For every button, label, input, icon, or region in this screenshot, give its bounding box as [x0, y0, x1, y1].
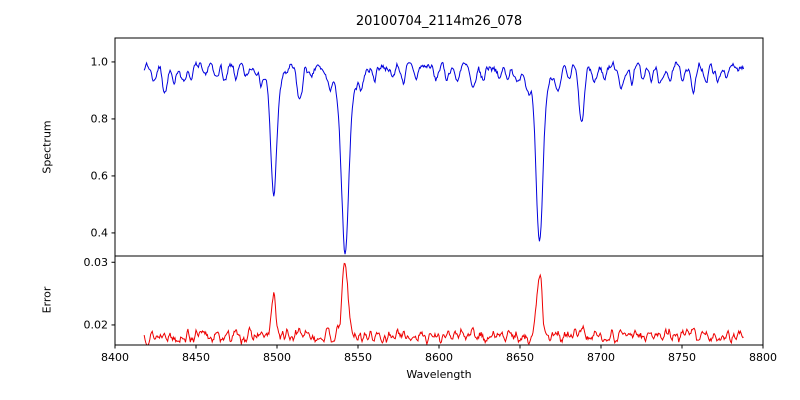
xtick-label: 8600 [425, 351, 453, 364]
ytick-label: 0.02 [84, 318, 109, 331]
ytick-label: 0.8 [91, 112, 109, 125]
xtick-label: 8800 [749, 351, 777, 364]
xtick-label: 8500 [263, 351, 291, 364]
ytick-label: 0.4 [91, 226, 109, 239]
ytick-label: 0.6 [91, 169, 109, 182]
spectrum-panel: 0.4 0.6 0.8 1.0 [91, 37, 764, 257]
xtick-label: 8650 [506, 351, 534, 364]
ytick-label: 1.0 [91, 55, 109, 68]
ytick-label: 0.03 [84, 256, 109, 269]
xtick-label: 8400 [101, 351, 129, 364]
error-axis-label: Error [40, 286, 54, 314]
xtick-label: 8700 [587, 351, 615, 364]
wavelength-axis-label: Wavelength [406, 368, 472, 381]
spectrum-axis-label: Spectrum [40, 120, 54, 174]
xtick-label: 8550 [344, 351, 372, 364]
error-panel: 0.02 0.03 8400 8450 8500 8550 8600 8650 8700 8750… [84, 255, 777, 364]
chart-title: 20100704_2114m26_078 [355, 14, 523, 29]
xtick-label: 8450 [182, 351, 210, 364]
xtick-label: 8750 [668, 351, 696, 364]
